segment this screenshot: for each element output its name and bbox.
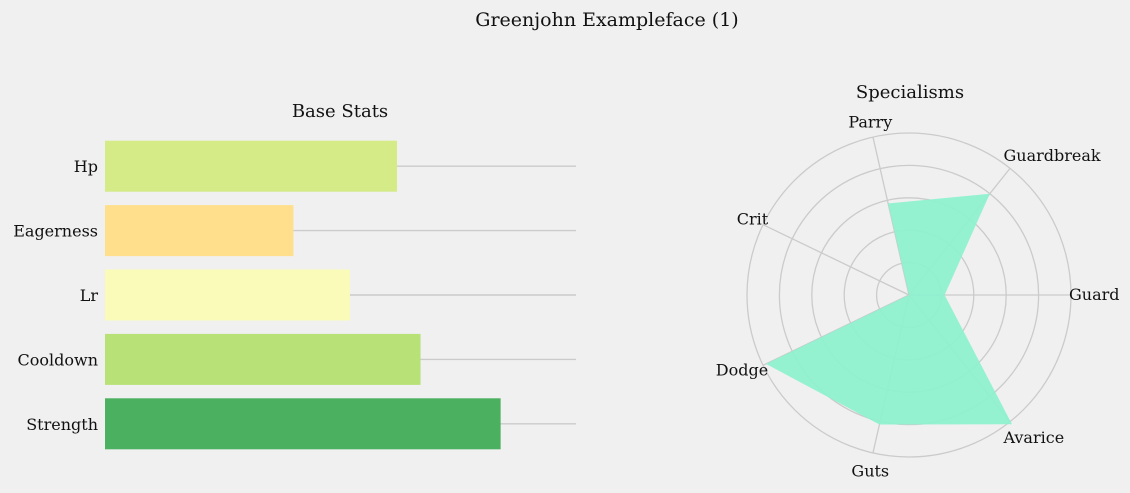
bar-strength — [105, 398, 501, 450]
bar-lr — [105, 269, 350, 321]
radar-label-guardbreak: Guardbreak — [1003, 146, 1100, 165]
radar-label-guard: Guard — [1069, 285, 1120, 304]
base-stats-title: Base Stats — [292, 101, 388, 122]
bar-marks — [105, 140, 501, 450]
radar-area — [765, 193, 1013, 425]
radar-polygon — [766, 193, 1012, 425]
bar-label-cooldown: Cooldown — [18, 350, 99, 369]
bar-cooldown — [105, 333, 421, 385]
radar-label-avarice: Avarice — [1002, 428, 1064, 447]
radar-spoke-crit — [762, 224, 910, 296]
radar-label-parry: Parry — [848, 112, 892, 131]
figure-title: Greenjohn Exampleface (1) — [475, 9, 738, 31]
bar-label-lr: Lr — [80, 286, 99, 305]
base-stats-chart: Base Stats Hp Eagerness Lr Cooldown Strength — [13, 101, 576, 450]
radar-axis-labels: Guard Guardbreak Parry Crit Dodge Guts Avarice — [716, 112, 1120, 480]
radar-spoke-dodge — [762, 294, 910, 366]
radar-label-crit: Crit — [737, 210, 769, 229]
bar-eagerness — [105, 205, 294, 257]
radar-grid — [746, 132, 1072, 458]
bar-category-labels: Hp Eagerness Lr Cooldown Strength — [13, 157, 98, 434]
bar-label-hp: Hp — [74, 157, 98, 176]
radar-spoke-parry — [872, 136, 910, 296]
specialisms-title: Specialisms — [856, 82, 964, 103]
radar-label-dodge: Dodge — [716, 360, 768, 379]
bar-hp — [105, 140, 398, 192]
specialisms-chart: Specialisms Guard Guardbreak Parry Crit Dodg… — [716, 82, 1120, 481]
radar-label-guts: Guts — [851, 462, 889, 481]
bar-label-eagerness: Eagerness — [13, 222, 98, 241]
bar-label-strength: Strength — [26, 415, 98, 434]
